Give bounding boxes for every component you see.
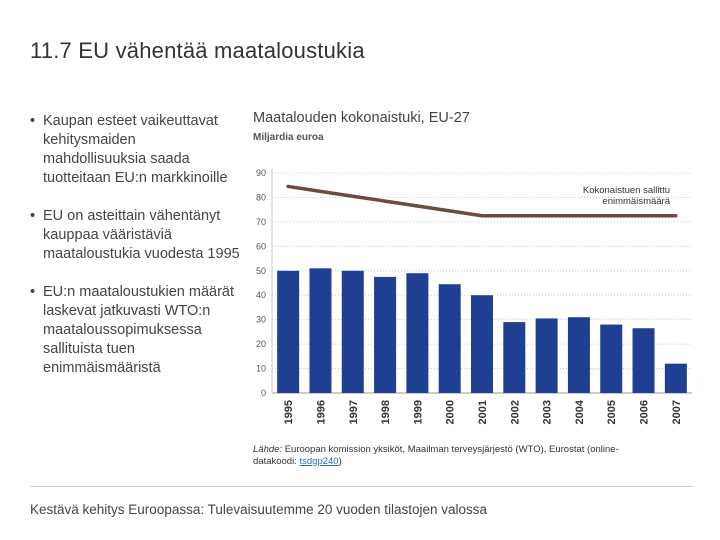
bar (535, 318, 558, 393)
y-tick-label: 60 (256, 241, 266, 251)
bar (341, 270, 364, 393)
bar (664, 363, 687, 393)
y-tick-label: 40 (256, 290, 266, 300)
bullet-text: Kaupan esteet vaikeuttavat kehitysmaiden… (43, 113, 228, 186)
bar (471, 295, 493, 393)
y-tick-label: 20 (256, 339, 266, 349)
bar (600, 324, 623, 393)
x-tick-label: 2001 (477, 400, 489, 424)
bar (374, 276, 397, 393)
bar (503, 322, 526, 393)
slide-title: 11.7 EU vähentää maataloustukia (30, 38, 365, 63)
x-tick-label: 2002 (509, 400, 521, 424)
y-tick-label: 30 (256, 315, 266, 325)
y-tick-label: 0 (261, 388, 266, 398)
chart-title: Maatalouden kokonaistuki, EU-27 (253, 110, 470, 126)
x-tick-label: 1995 (283, 400, 295, 424)
source-link[interactable]: tsdgp240 (299, 456, 339, 467)
bullet-dot: • (30, 208, 36, 224)
source-text: Euroopan komission yksiköt, Maailman ter… (253, 444, 619, 467)
bullet-item: • Kaupan esteet vaikeuttavat kehitysmaid… (30, 112, 240, 188)
x-tick-label: 2003 (542, 400, 554, 424)
x-tick-label: 2006 (639, 400, 651, 424)
bullet-text: EU:n maataloustukien määrät laskevat jat… (43, 284, 235, 376)
bar (438, 284, 461, 393)
bar (567, 317, 590, 393)
x-tick-label: 2000 (445, 400, 457, 424)
bar (406, 273, 429, 393)
y-tick-label: 10 (256, 364, 266, 374)
source-end: ) (338, 456, 342, 467)
bullet-dot: • (30, 284, 36, 300)
y-tick-label: 80 (256, 192, 266, 202)
line-label: Kokonaistuen sallittu (583, 185, 670, 196)
y-tick-label: 70 (256, 217, 266, 227)
x-tick-label: 1999 (412, 400, 424, 424)
bullet-item: • EU on asteittain vähentänyt kauppaa vä… (30, 207, 240, 264)
x-tick-label: 1996 (315, 400, 327, 424)
series-line (286, 184, 678, 218)
x-tick-label: 2005 (606, 400, 618, 424)
bullet-list: • Kaupan esteet vaikeuttavat kehitysmaid… (30, 112, 240, 397)
bar (632, 328, 655, 393)
y-tick-label: 90 (256, 168, 266, 178)
bar (277, 270, 300, 393)
x-tick-label: 2004 (574, 399, 586, 424)
footer-text: Kestävä kehitys Euroopassa: Tulevaisuute… (30, 502, 488, 517)
chart-unit-label: Miljardia euroa (253, 132, 324, 143)
y-tick-label: 50 (256, 266, 266, 276)
footer-divider (30, 486, 693, 487)
x-tick-label: 1997 (348, 400, 360, 424)
bullet-item: • EU:n maataloustukien määrät laskevat j… (30, 283, 240, 378)
source-note: Lähde: Euroopan komission yksiköt, Maail… (253, 444, 653, 468)
line-label: enimmäismäärä (602, 196, 670, 207)
bar (309, 268, 332, 393)
source-label: Lähde: (253, 444, 283, 455)
bullet-text: EU on asteittain vähentänyt kauppaa väär… (43, 208, 240, 262)
x-tick-label: 1998 (380, 400, 392, 424)
x-tick-label: 2007 (671, 400, 683, 424)
bullet-dot: • (30, 113, 36, 129)
